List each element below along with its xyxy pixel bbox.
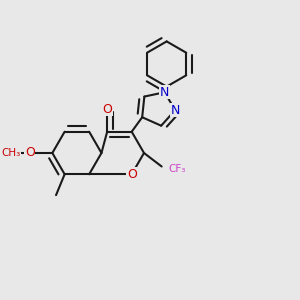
Text: N: N: [170, 104, 180, 117]
Text: CF₃: CF₃: [168, 164, 186, 174]
Text: O: O: [127, 168, 137, 181]
Text: O: O: [25, 146, 35, 160]
Text: O: O: [102, 103, 112, 116]
Text: N: N: [160, 86, 169, 99]
Text: CH₃: CH₃: [2, 148, 21, 158]
